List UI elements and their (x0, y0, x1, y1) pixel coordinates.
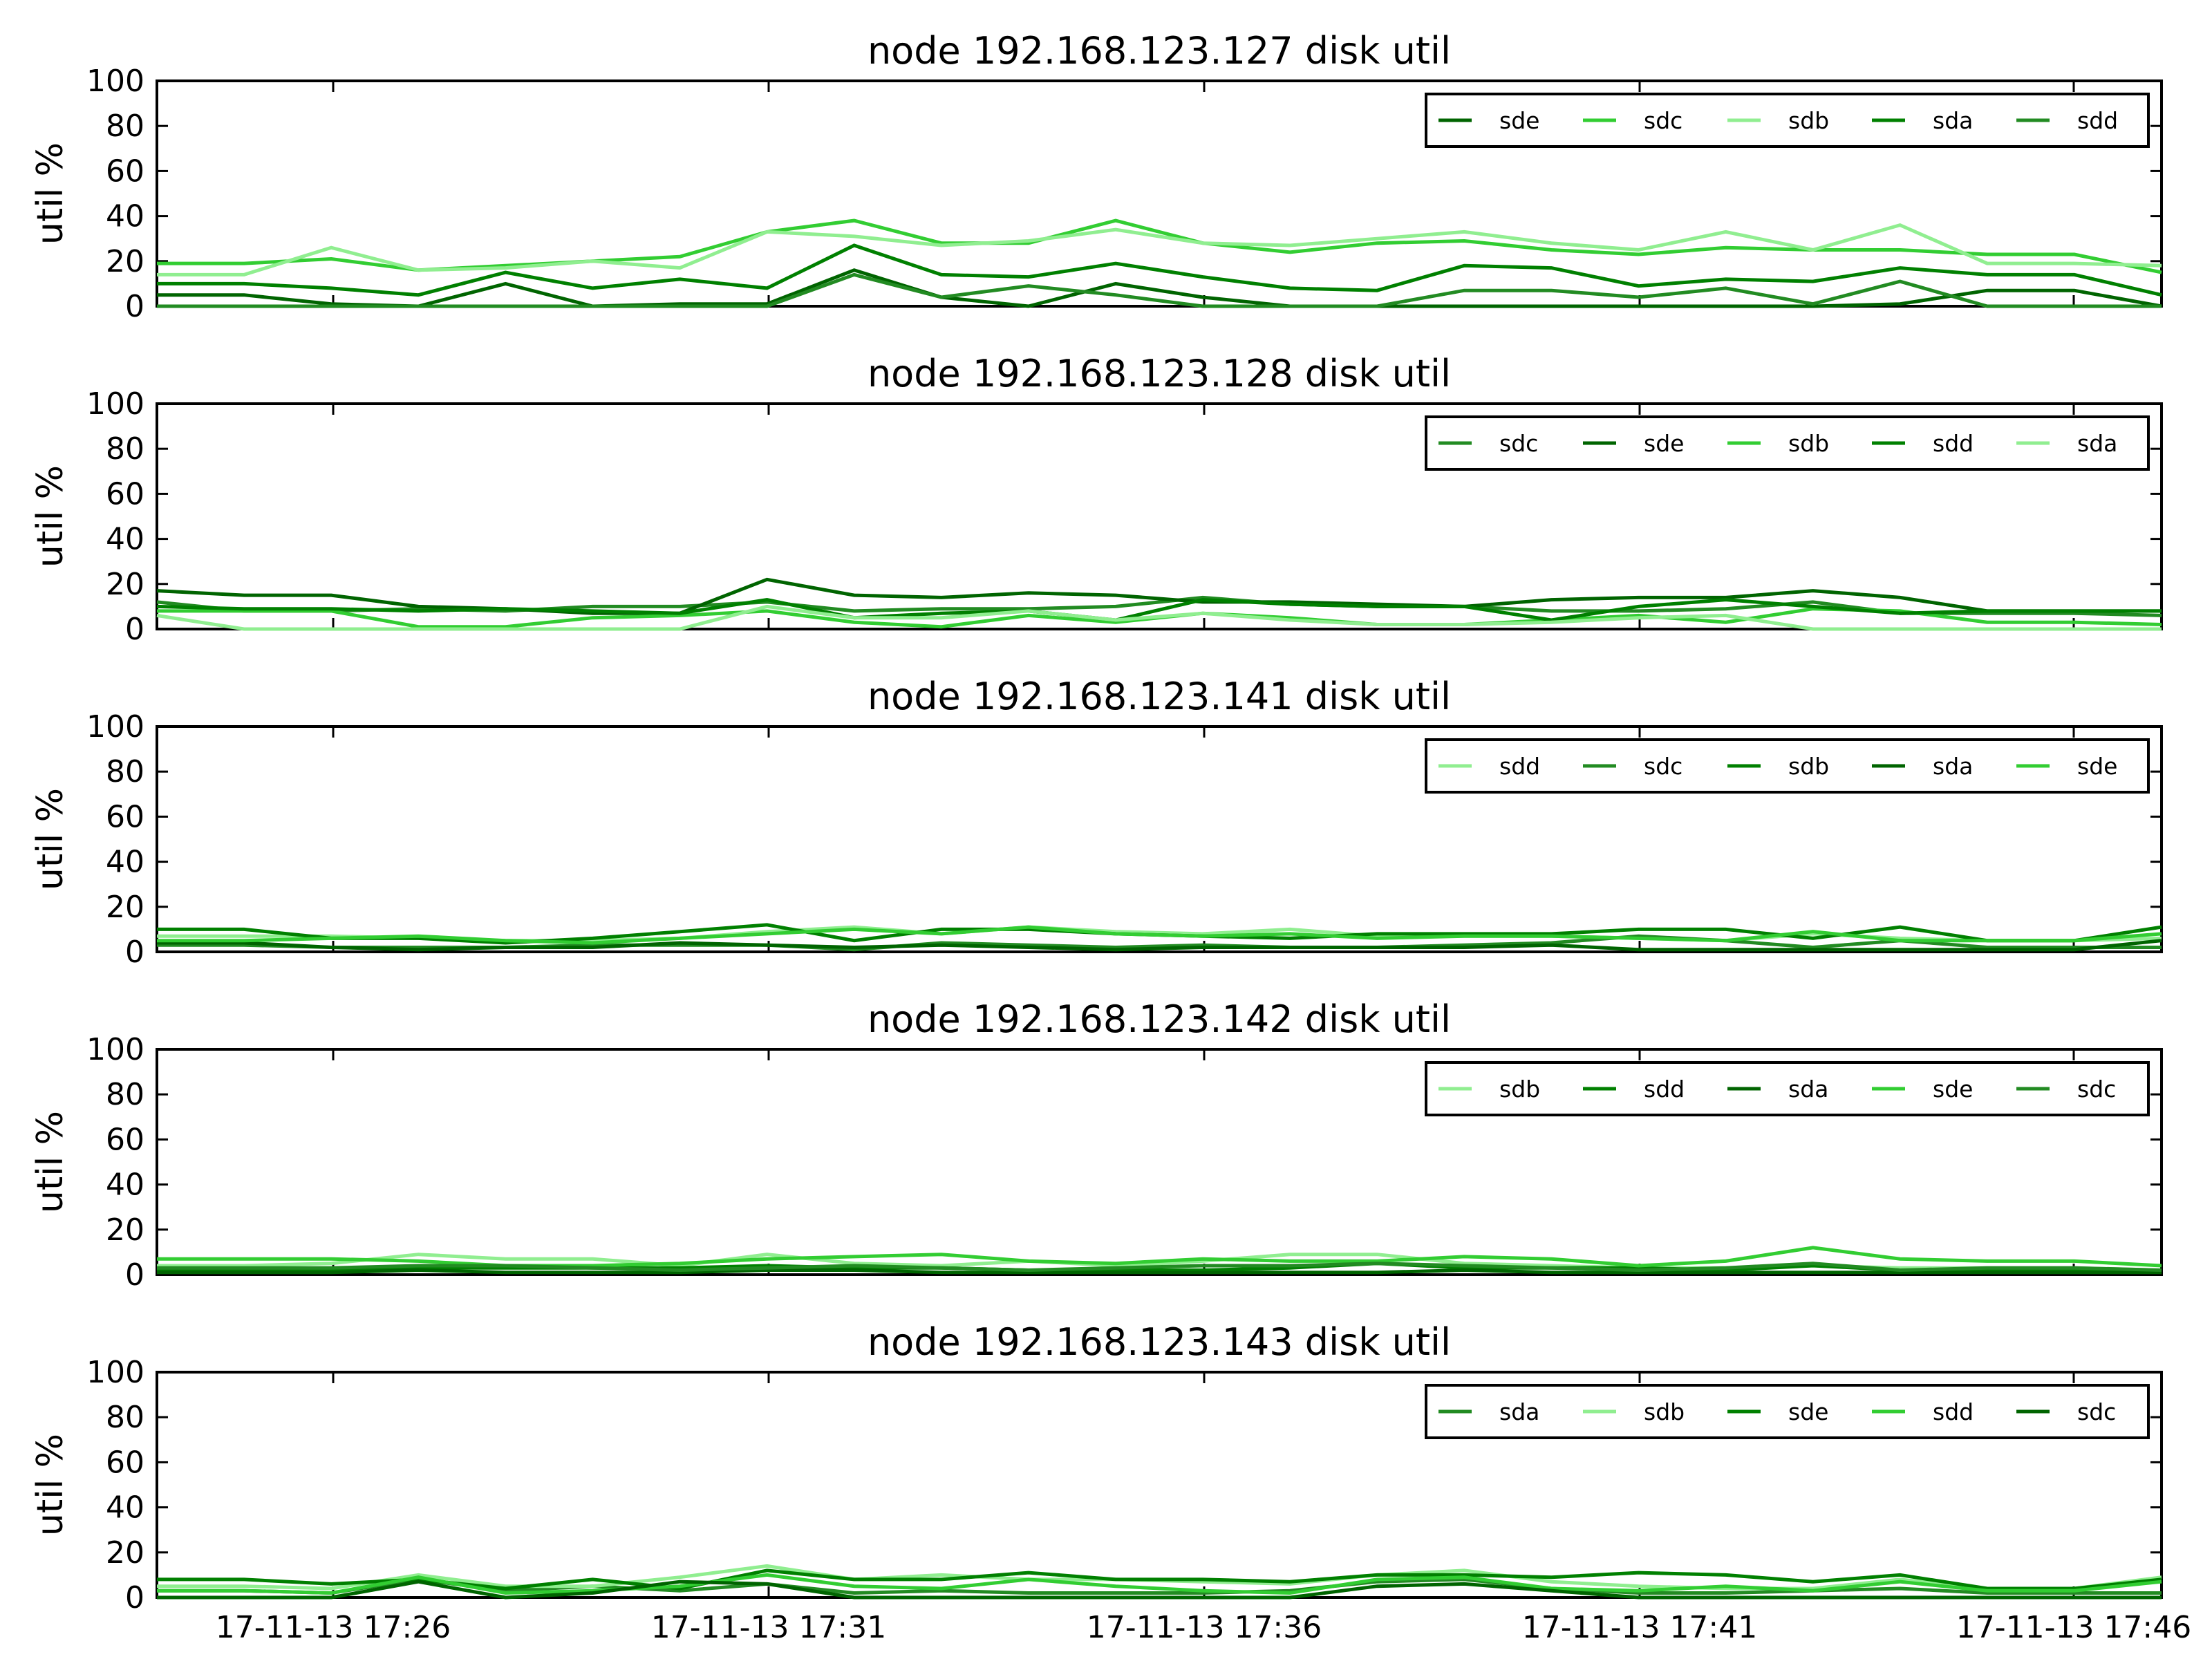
y-tick-label: 100 (86, 64, 144, 99)
y-tick-label: 80 (106, 1400, 144, 1435)
legend-label: sdd (1933, 1398, 1974, 1425)
legend-label: sdb (1788, 430, 1829, 457)
legend-label: sdd (2077, 107, 2118, 134)
legend-box (1425, 1061, 2150, 1116)
chart-panel-3: node 192.168.123.142 disk util util % 0 20 4… (30, 997, 2163, 1293)
legend-label: sdc (1644, 753, 1683, 780)
x-tick-label: 17-11-13 17:46 (1956, 1610, 2192, 1645)
y-tick-label: 80 (106, 109, 144, 144)
x-tick-label: 17-11-13 17:26 (216, 1610, 451, 1645)
plot-frame (156, 402, 2163, 630)
series-line-sdc (157, 218, 2162, 274)
y-axis-label: util % (30, 465, 71, 568)
legend-label: sdc (1499, 430, 1538, 457)
y-tick-label: 40 (106, 845, 144, 880)
y-axis-label: util % (30, 142, 71, 245)
legend-label: sdb (1644, 1398, 1685, 1425)
series-line-sdc (157, 1262, 2162, 1273)
y-tick-label: 40 (106, 199, 144, 234)
y-tick-label: 100 (86, 1355, 144, 1390)
y-tick-label: 60 (106, 1122, 144, 1157)
y-tick-label: 0 (125, 289, 144, 324)
y-tick-label: 60 (106, 153, 144, 189)
y-tick-label: 80 (106, 1077, 144, 1112)
legend-label: sda (2077, 430, 2117, 457)
series-line-sdd (157, 1262, 2162, 1273)
chart-panel-2: node 192.168.123.141 disk util util % 0 20 4… (30, 675, 2163, 970)
legend-label: sda (1499, 1398, 1539, 1425)
legend-label: sdd (1933, 430, 1974, 457)
series-line-sdd (157, 272, 2162, 308)
y-tick-label: 0 (125, 612, 144, 647)
y-tick-label: 20 (106, 244, 144, 279)
legend-box (1425, 415, 2150, 471)
series-line-sda (157, 243, 2162, 297)
legend-label: sdb (1499, 1076, 1540, 1103)
series-line-sde (157, 1568, 2162, 1591)
legend-label: sde (1644, 430, 1684, 457)
chart-panel-4: node 192.168.123.143 disk util util % 0 20 4… (30, 1320, 2191, 1645)
series-line-sdb (157, 223, 2162, 276)
chart-panel-0: node 192.168.123.127 disk util util % 0 20 4… (30, 29, 2163, 324)
chart-panel-1: node 192.168.123.128 disk util util % 0 20 4… (30, 352, 2163, 647)
chart-title: node 192.168.123.128 disk util (868, 352, 1451, 395)
series-line-sde (157, 925, 2162, 945)
y-tick-label: 0 (125, 935, 144, 970)
y-tick-label: 60 (106, 1445, 144, 1480)
legend-label: sdc (1644, 107, 1683, 134)
series-line-sdc (157, 1580, 2162, 1600)
legend-label: sdd (1644, 1076, 1685, 1103)
y-tick-label: 80 (106, 754, 144, 789)
chart-title: node 192.168.123.143 disk util (868, 1320, 1451, 1364)
plot-frame (156, 79, 2163, 308)
legend-label: sde (1933, 1076, 1973, 1103)
series-line-sda (157, 1268, 2162, 1275)
legend-label: sdb (1788, 753, 1829, 780)
legend-label: sde (2077, 753, 2117, 780)
series-line-sde (157, 268, 2162, 308)
y-tick-label: 20 (106, 567, 144, 602)
x-tick-label: 17-11-13 17:36 (1087, 1610, 1322, 1645)
y-tick-label: 100 (86, 1032, 144, 1067)
series-line-sdd (157, 1573, 2162, 1595)
series-line-sdd (156, 598, 2162, 622)
y-tick-label: 0 (125, 1257, 144, 1293)
legend-label: sdc (2077, 1076, 2116, 1103)
y-tick-label: 100 (86, 386, 144, 422)
y-axis-label: util % (30, 1111, 71, 1213)
plot-frame (156, 725, 2163, 953)
y-tick-label: 100 (86, 709, 144, 744)
series-line-sda (156, 604, 2162, 631)
y-tick-label: 20 (106, 1212, 144, 1248)
y-axis-label: util % (30, 788, 71, 890)
legend-label: sdc (2077, 1398, 2116, 1425)
y-tick-label: 60 (106, 476, 144, 512)
legend-label: sdb (1788, 107, 1829, 134)
chart-title: node 192.168.123.142 disk util (868, 997, 1451, 1041)
legend-label: sda (1788, 1076, 1828, 1103)
legend-label: sde (1788, 1398, 1828, 1425)
plot-frame (156, 1048, 2163, 1276)
y-tick-label: 40 (106, 522, 144, 557)
legend-label: sda (1933, 107, 1973, 134)
legend-label: sdd (1499, 753, 1540, 780)
y-tick-label: 20 (106, 1535, 144, 1571)
y-axis-label: util % (30, 1434, 71, 1536)
y-tick-label: 0 (125, 1580, 144, 1615)
x-tick-label: 17-11-13 17:41 (1522, 1610, 1758, 1645)
chart-title: node 192.168.123.141 disk util (868, 675, 1451, 718)
y-tick-label: 60 (106, 799, 144, 834)
legend-label: sde (1499, 107, 1539, 134)
y-tick-label: 20 (106, 890, 144, 925)
x-tick-label: 17-11-13 17:31 (651, 1610, 887, 1645)
y-tick-label: 80 (106, 431, 144, 467)
y-tick-label: 40 (106, 1490, 144, 1526)
y-tick-label: 40 (106, 1168, 144, 1203)
chart-title: node 192.168.123.127 disk util (868, 29, 1451, 73)
legend-label: sda (1933, 753, 1973, 780)
series-line-sda (157, 939, 2162, 952)
